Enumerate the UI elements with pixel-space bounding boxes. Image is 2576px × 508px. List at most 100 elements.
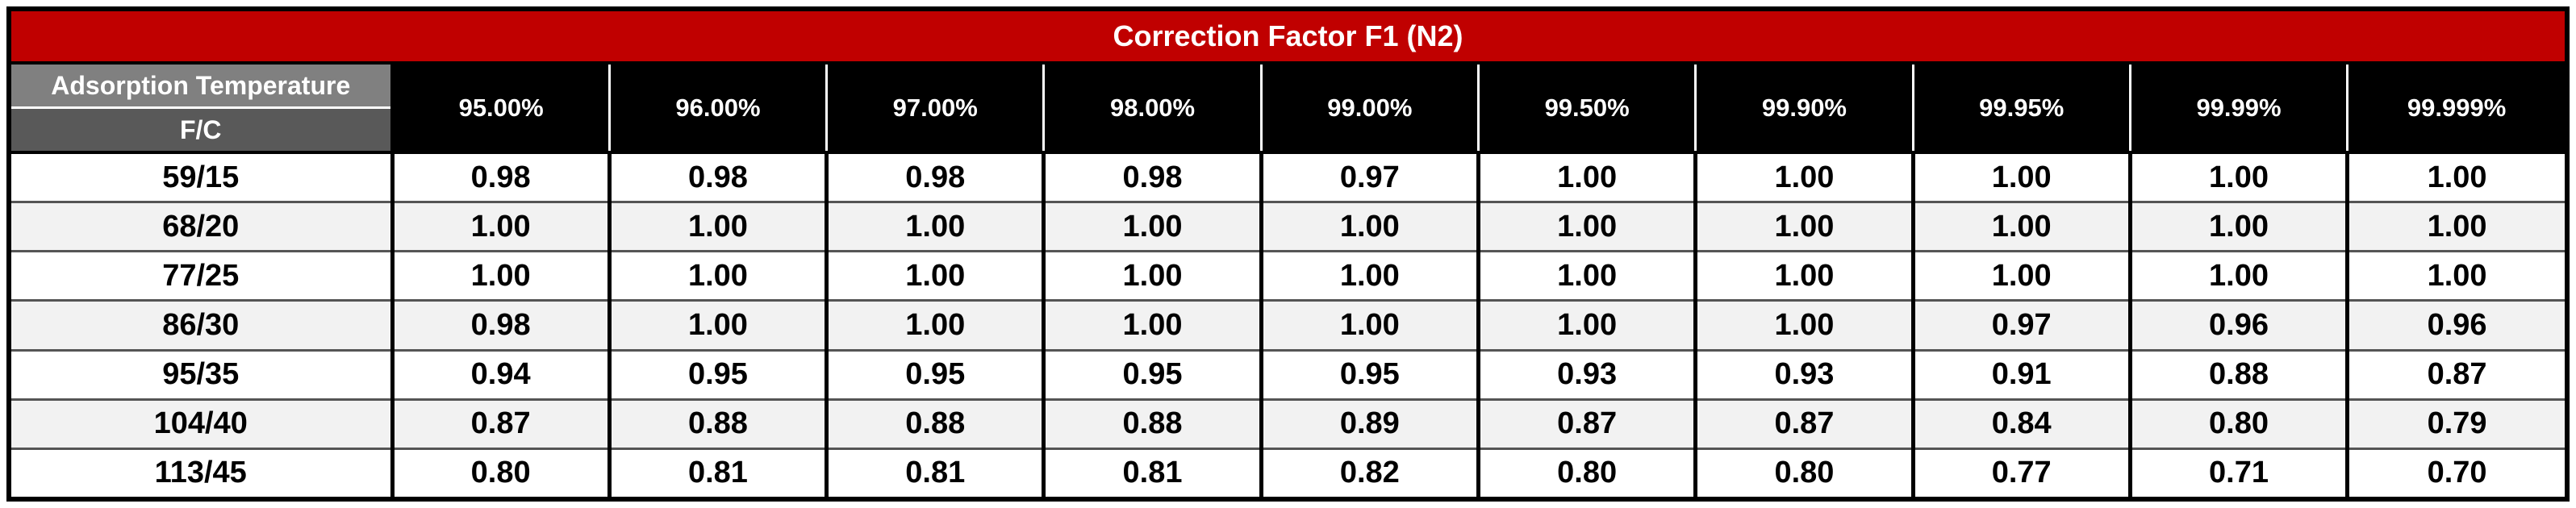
table-cell: 0.88 [825,399,1044,450]
table-cell: 0.80 [390,448,610,497]
table-cell: 1.00 [2127,251,2348,302]
table-cell: 0.97 [1910,300,2131,352]
column-header: 96.00% [607,63,827,154]
table-cell: 1.00 [2345,251,2565,302]
table-cell: 0.96 [2127,300,2348,352]
table-cell: 1.00 [1910,202,2131,253]
table-cell: 0.95 [607,350,827,401]
table-cell: 0.77 [1910,448,2131,497]
column-header: 99.99% [2128,63,2348,154]
table-cell: 0.79 [2345,399,2565,450]
table-row: 68/20 1.00 1.00 1.00 1.00 1.00 1.00 1.00 1.00 1.0… [11,202,2565,253]
table-cell: 0.80 [1476,448,1696,497]
table-cell: 1.00 [1259,202,1479,253]
table-cell: 0.82 [1259,448,1479,497]
column-header: 99.90% [1694,63,1914,154]
column-header: 98.00% [1042,63,1262,154]
table-cell: 1.00 [1476,152,1696,204]
row-label: 68/20 [11,202,392,253]
column-header: 99.50% [1476,63,1696,154]
table-cell: 1.00 [1693,202,1914,253]
correction-factor-table: Correction Factor F1 (N2) Adsorption Tem… [11,11,2565,497]
table-cell: 0.93 [1693,350,1914,401]
table-row: 113/45 0.80 0.81 0.81 0.81 0.82 0.80 0.80 0.77 0.… [11,448,2565,497]
table-cell: 0.87 [1476,399,1696,450]
column-header: 99.00% [1259,63,1479,154]
table-cell: 1.00 [1910,152,2131,204]
table-cell: 0.97 [1259,152,1479,204]
table-cell: 1.00 [1693,251,1914,302]
table-cell: 0.98 [1042,152,1262,204]
table-title: Correction Factor F1 (N2) [11,11,2565,65]
table-cell: 0.98 [390,300,610,352]
table-cell: 0.88 [607,399,827,450]
table-cell: 0.95 [1259,350,1479,401]
column-header: 95.00% [392,63,610,154]
table-row: 59/15 0.98 0.98 0.98 0.98 0.97 1.00 1.00 1.00 1.0… [11,152,2565,204]
table-cell: 1.00 [607,251,827,302]
table-cell: 0.98 [390,152,610,204]
table-cell: 0.94 [390,350,610,401]
table-cell: 0.91 [1910,350,2131,401]
table-row: 86/30 0.98 1.00 1.00 1.00 1.00 1.00 1.00 0.97 0.9… [11,300,2565,352]
row-label: 59/15 [11,152,392,204]
column-header: 97.00% [825,63,1044,154]
table-cell: 0.95 [825,350,1044,401]
table-cell: 0.93 [1476,350,1696,401]
row-label: 113/45 [11,448,392,497]
table-cell: 0.80 [1693,448,1914,497]
table-cell: 1.00 [825,202,1044,253]
table-cell: 0.71 [2127,448,2348,497]
row-header-bottom: F/C [11,107,395,154]
table-cell: 1.00 [607,300,827,352]
table-cell: 0.96 [2345,300,2565,352]
table-cell: 1.00 [1259,251,1479,302]
table-cell: 1.00 [1476,251,1696,302]
row-header-top: Adsorption Temperature [11,63,395,109]
table-cell: 0.98 [825,152,1044,204]
table-cell: 1.00 [825,300,1044,352]
table-cell: 1.00 [2345,202,2565,253]
table-cell: 0.88 [2127,350,2348,401]
table-cell: 1.00 [607,202,827,253]
table-cell: 1.00 [1693,300,1914,352]
table-cell: 0.81 [607,448,827,497]
correction-factor-table-container: Correction Factor F1 (N2) Adsorption Tem… [6,6,2570,502]
table-cell: 0.87 [390,399,610,450]
column-header: 99.999% [2346,63,2565,154]
table-cell: 0.95 [1042,350,1262,401]
table-cell: 0.84 [1910,399,2131,450]
table-cell: 0.87 [2345,350,2565,401]
table-cell: 0.81 [825,448,1044,497]
table-cell: 0.89 [1259,399,1479,450]
table-cell: 1.00 [2127,152,2348,204]
table-cell: 1.00 [1259,300,1479,352]
table-cell: 0.70 [2345,448,2565,497]
row-label: 95/35 [11,350,392,401]
table-cell: 0.87 [1693,399,1914,450]
table-cell: 1.00 [825,251,1044,302]
table-row: 77/25 1.00 1.00 1.00 1.00 1.00 1.00 1.00 1.00 1.0… [11,251,2565,302]
table-row: 104/40 0.87 0.88 0.88 0.88 0.89 0.87 0.87 0.84 0.… [11,399,2565,450]
table-cell: 1.00 [1042,251,1262,302]
table-cell: 1.00 [1693,152,1914,204]
table-cell: 1.00 [390,202,610,253]
column-header: 99.95% [1911,63,2131,154]
table-cell: 1.00 [390,251,610,302]
table-cell: 1.00 [1042,300,1262,352]
table-body: 59/15 0.98 0.98 0.98 0.98 0.97 1.00 1.00 1.00 1.0… [11,152,2565,497]
table-cell: 1.00 [1910,251,2131,302]
row-label: 86/30 [11,300,392,352]
row-label: 77/25 [11,251,392,302]
table-cell: 1.00 [1476,300,1696,352]
table-row: 95/35 0.94 0.95 0.95 0.95 0.95 0.93 0.93 0.91 0.8… [11,350,2565,401]
table-cell: 0.81 [1042,448,1262,497]
table-cell: 0.88 [1042,399,1262,450]
table-cell: 1.00 [1476,202,1696,253]
row-label: 104/40 [11,399,392,450]
table-cell: 1.00 [1042,202,1262,253]
table-cell: 0.98 [607,152,827,204]
table-cell: 1.00 [2127,202,2348,253]
table-cell: 0.80 [2127,399,2348,450]
table-cell: 1.00 [2345,152,2565,204]
